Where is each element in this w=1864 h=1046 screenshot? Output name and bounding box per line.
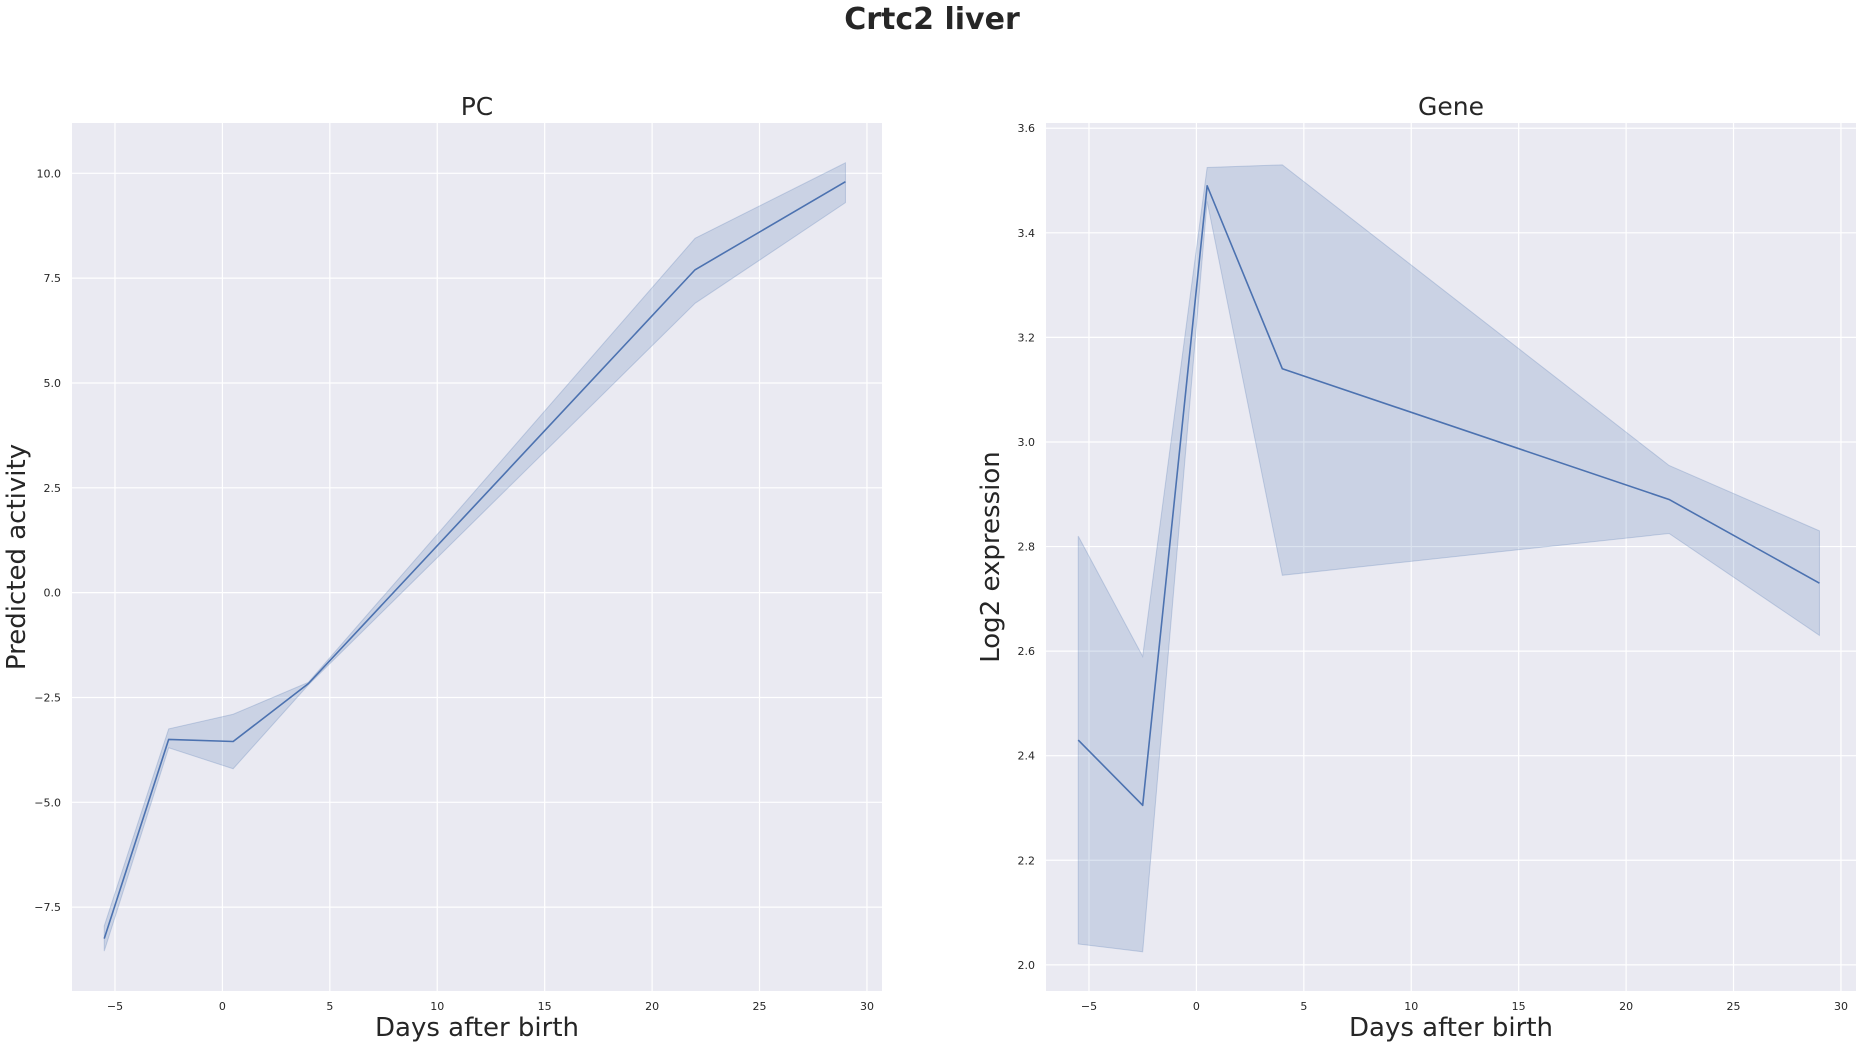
gene-plot-area <box>1046 123 1856 991</box>
gene-x-tick-label: 20 <box>1619 1000 1633 1013</box>
gene-y-tick-label: 2.0 <box>1018 959 1036 972</box>
gene-panel: −5 0 5 10 15 20 25 30 2.0 2.2 2.4 2.6 2.8 3.0 3.2 3.4 3.… <box>976 92 1856 1043</box>
gene-panel-title: Gene <box>1418 92 1484 121</box>
pc-y-tick-label: −2.5 <box>34 691 61 704</box>
gene-series-line <box>1077 184 1820 807</box>
pc-panel-title: PC <box>461 92 494 121</box>
pc-x-tick-label: 0 <box>219 1000 226 1013</box>
gene-y-axis-label: Log2 expression <box>976 451 1006 663</box>
pc-x-tick-label: −5 <box>107 1000 123 1013</box>
gene-x-tick-label: 0 <box>1193 1000 1200 1013</box>
gene-y-tick-label: 3.2 <box>1018 331 1036 344</box>
pc-y-axis-label: Predicted activity <box>2 444 32 670</box>
pc-x-tick-label: 30 <box>860 1000 874 1013</box>
pc-y-tick-label: 7.5 <box>44 272 62 285</box>
pc-y-tick-label: 0.0 <box>44 587 62 600</box>
figure-title: Crtc2 liver <box>844 2 1020 37</box>
pc-plot-area <box>72 123 882 991</box>
gene-x-tick-label: 5 <box>1300 1000 1307 1013</box>
gene-x-axis-label: Days after birth <box>1349 1013 1553 1043</box>
gene-confidence-band <box>1077 164 1820 953</box>
pc-series-line <box>103 181 846 939</box>
gene-x-tick-label: 25 <box>1727 1000 1741 1013</box>
gene-y-tick-label: 2.4 <box>1018 750 1036 763</box>
gene-x-tick-label: 30 <box>1834 1000 1848 1013</box>
pc-x-axis-label: Days after birth <box>375 1013 579 1043</box>
pc-y-tick-label: −5.0 <box>34 796 61 809</box>
pc-panel: −5 0 5 10 15 20 25 30 −7.5 −5.0 −2.5 0.0 2.5 5.0 7.5 10… <box>2 92 882 1043</box>
gene-y-tick-label: 2.2 <box>1018 854 1036 867</box>
gene-x-tick-label: 15 <box>1512 1000 1526 1013</box>
gene-y-tick-label: 2.6 <box>1018 645 1036 658</box>
pc-x-tick-label: 10 <box>430 1000 444 1013</box>
gene-x-tick-label: 10 <box>1404 1000 1418 1013</box>
pc-x-tick-label: 15 <box>538 1000 552 1013</box>
gene-y-tick-label: 2.8 <box>1018 541 1036 554</box>
pc-y-tick-label: 2.5 <box>44 482 62 495</box>
gene-y-tick-label: 3.4 <box>1018 227 1036 240</box>
pc-confidence-band <box>103 162 846 952</box>
pc-x-tick-label: 20 <box>645 1000 659 1013</box>
pc-y-tick-label: 5.0 <box>44 377 62 390</box>
pc-x-tick-label: 5 <box>326 1000 333 1013</box>
pc-y-tick-label: 10.0 <box>37 167 62 180</box>
gene-y-tick-label: 3.0 <box>1018 436 1036 449</box>
gene-y-tick-label: 3.6 <box>1018 122 1036 135</box>
gene-x-tick-label: −5 <box>1081 1000 1097 1013</box>
pc-y-tick-label: −7.5 <box>34 901 61 914</box>
pc-x-tick-label: 25 <box>753 1000 767 1013</box>
